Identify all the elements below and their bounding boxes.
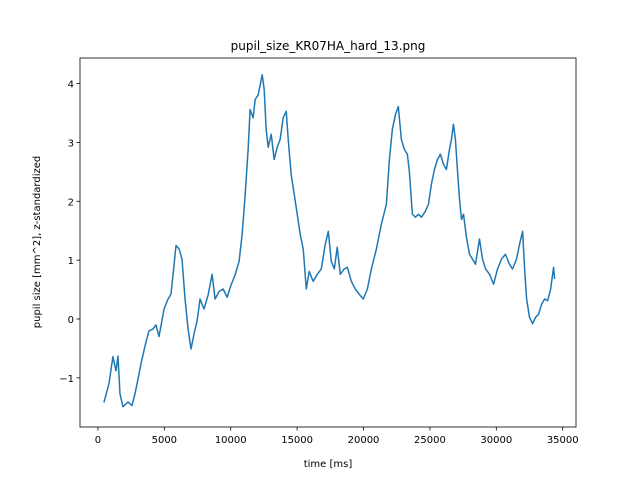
x-tick-label: 15000 bbox=[281, 435, 313, 446]
y-axis-label: pupil size [mm^2], z-standardized bbox=[32, 156, 43, 328]
x-tick-label: 5000 bbox=[152, 435, 177, 446]
x-tick-label: 20000 bbox=[348, 435, 380, 446]
x-tick-label: 0 bbox=[95, 435, 101, 446]
y-tick-label: 0 bbox=[68, 315, 74, 326]
x-tick-label: 10000 bbox=[215, 435, 247, 446]
x-tick-label: 30000 bbox=[480, 435, 512, 446]
x-tick-label: 35000 bbox=[547, 435, 579, 446]
x-tick-label: 25000 bbox=[414, 435, 446, 446]
data-line bbox=[103, 74, 556, 408]
y-tick-label: 3 bbox=[68, 138, 74, 149]
x-axis-label: time [ms] bbox=[304, 459, 353, 470]
y-tick-label: 4 bbox=[68, 80, 74, 91]
y-tick-label: 2 bbox=[68, 197, 74, 208]
y-tick-label: −1 bbox=[59, 374, 74, 385]
chart-title: pupil_size_KR07HA_hard_13.png bbox=[231, 39, 426, 53]
plot-frame bbox=[79, 57, 577, 428]
y-tick-label: 1 bbox=[68, 256, 74, 267]
